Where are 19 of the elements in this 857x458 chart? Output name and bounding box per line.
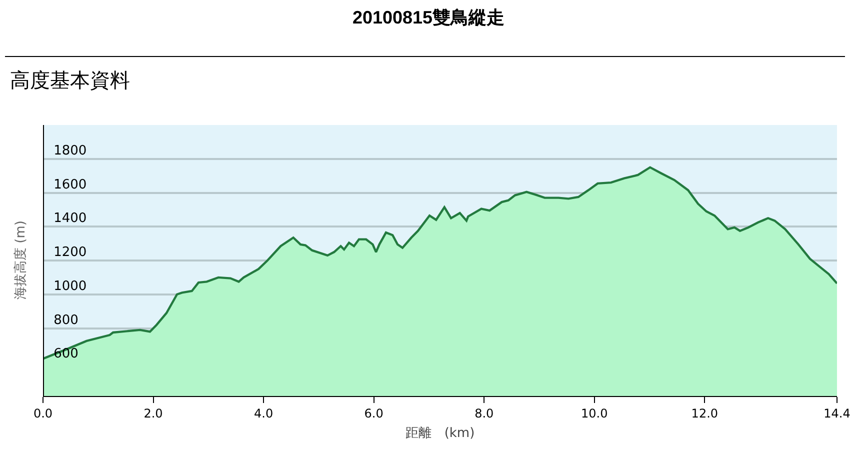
x-axis-title: 距離 (km) — [405, 426, 475, 441]
chart-subtitle: 高度基本資料 — [10, 69, 130, 92]
x-tick-label: 8.0 — [474, 406, 494, 420]
y-tick-label: 800 — [54, 312, 78, 328]
x-tick-label: 12.0 — [691, 406, 718, 420]
y-tick-label: 1400 — [54, 211, 87, 226]
y-tick-label: 1200 — [54, 245, 87, 260]
y-tick-label: 600 — [54, 346, 78, 362]
x-tick-label: 4.0 — [254, 406, 274, 420]
y-axis-title: 海拔高度 (m) — [12, 220, 28, 300]
x-tick-label: 10.0 — [581, 406, 608, 420]
y-tick-label: 1000 — [54, 278, 87, 294]
y-tick-label: 1800 — [54, 143, 87, 158]
y-tick-label: 1600 — [54, 177, 87, 192]
x-tick-label: 2.0 — [144, 406, 163, 420]
chart-title: 20100815雙鳥縱走 — [352, 7, 505, 28]
x-tick-label: 6.0 — [364, 406, 384, 420]
x-tick-label: 14.4 — [824, 406, 850, 420]
x-tick-label: 0.0 — [33, 406, 53, 420]
